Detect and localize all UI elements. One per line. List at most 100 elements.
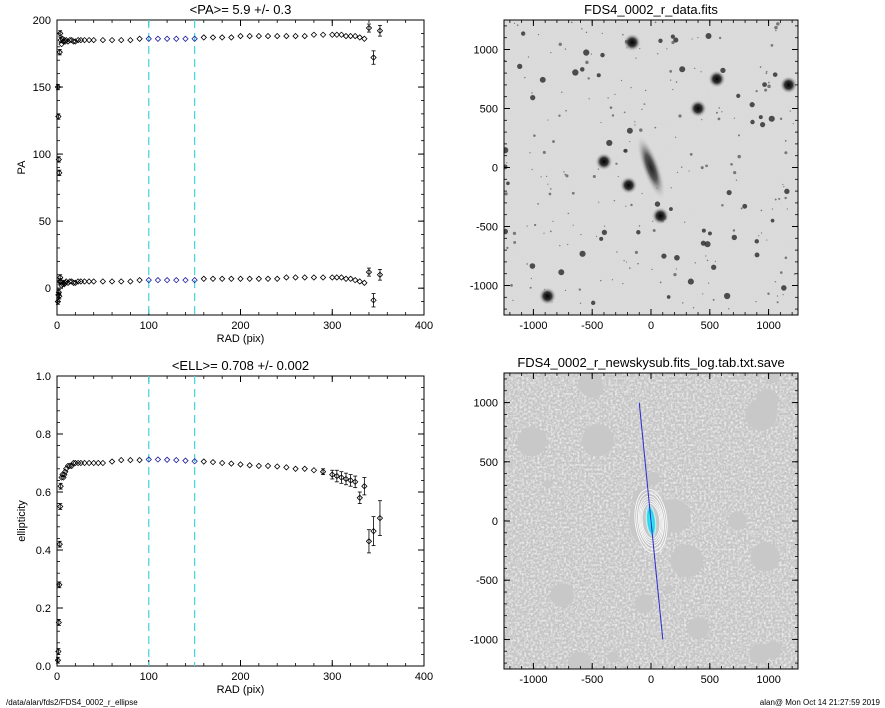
masked-region [745, 398, 777, 431]
bright-star [619, 176, 638, 195]
data-point [246, 275, 253, 282]
data-point [55, 113, 62, 120]
faint-star [599, 236, 604, 241]
data-fits-image-panel: -1000 -500 0 500 1000 -1000 -500 0 500 1000 FDS4_0… [470, 2, 799, 332]
faint-star [784, 196, 787, 200]
data-point [333, 31, 341, 38]
faint-star [607, 97, 609, 99]
data-point [319, 274, 327, 281]
faint-star [567, 212, 569, 215]
faint-star [765, 72, 768, 75]
x-tick-label: 400 [415, 320, 433, 332]
data-point [154, 276, 162, 284]
data-point [237, 275, 244, 282]
faint-star [693, 67, 696, 70]
faint-star [680, 166, 683, 168]
data-point [72, 279, 79, 286]
faint-star [549, 230, 552, 233]
data-point [127, 278, 134, 285]
faint-star [639, 128, 643, 132]
faint-star [609, 106, 613, 109]
faint-star [585, 31, 588, 34]
data-point [70, 38, 77, 45]
faint-star [754, 252, 760, 258]
faint-star [691, 38, 693, 40]
y-tick-label: 0 [492, 163, 498, 175]
masked-region [687, 617, 710, 640]
faint-star [549, 188, 552, 190]
faint-star [754, 239, 759, 244]
bright-star [623, 33, 642, 52]
data-point [370, 297, 377, 304]
faint-star [705, 164, 708, 168]
data-point [301, 274, 308, 281]
faint-star [774, 198, 777, 201]
data-point [255, 275, 263, 282]
faint-star [584, 252, 586, 254]
data-point [58, 40, 65, 48]
faint-star [784, 151, 788, 155]
faint-star [561, 91, 563, 94]
faint-star [558, 269, 565, 276]
faint-star [770, 44, 774, 47]
faint-star [700, 71, 702, 73]
faint-star [520, 31, 526, 36]
faint-star [623, 111, 626, 114]
faint-star [550, 51, 552, 54]
faint-star [634, 124, 636, 126]
chart-title: FDS4_0002_r_data.fits [584, 2, 718, 17]
faint-star [564, 48, 567, 50]
data-point [136, 276, 143, 284]
faint-star [531, 168, 533, 171]
faint-star [530, 94, 536, 101]
faint-star [784, 140, 787, 142]
faint-star [789, 110, 791, 112]
faint-star [539, 76, 546, 83]
faint-star [673, 37, 679, 43]
data-point [99, 459, 107, 467]
faint-star [675, 268, 677, 270]
faint-star [652, 229, 656, 232]
faint-star [564, 289, 567, 292]
bright-star [779, 75, 798, 94]
faint-star [506, 181, 510, 186]
faint-star [674, 254, 680, 261]
y-tick-label: 0 [492, 516, 498, 528]
y-tick-label: 100 [33, 149, 51, 161]
data-point [365, 268, 373, 276]
faint-star [750, 119, 755, 125]
faint-star [718, 36, 722, 40]
faint-star [678, 114, 682, 118]
y-tick-label: 1.0 [36, 371, 51, 383]
masked-region [550, 583, 574, 608]
faint-star [762, 82, 767, 87]
faint-star [635, 57, 637, 59]
faint-star [524, 76, 526, 79]
data-point [200, 34, 207, 41]
y-tick-label: 1000 [474, 398, 498, 410]
faint-star [601, 32, 603, 34]
data-point [182, 457, 189, 464]
data-point [228, 275, 235, 282]
data-point [365, 538, 373, 545]
faint-star [625, 261, 628, 263]
data-point [163, 35, 171, 42]
faint-star [529, 152, 531, 154]
faint-star [552, 140, 555, 143]
faint-star [614, 93, 616, 95]
data-point [274, 275, 281, 282]
faint-star [772, 72, 778, 77]
faint-star [578, 288, 581, 291]
faint-star [606, 139, 613, 147]
faint-star [558, 114, 561, 117]
data-point [333, 274, 341, 281]
faint-star [506, 246, 509, 250]
x-tick-label: 100 [140, 320, 158, 332]
data-point [99, 278, 107, 285]
data-point [338, 474, 345, 481]
faint-star [512, 299, 514, 302]
faint-star [592, 174, 596, 179]
faint-star [760, 232, 763, 234]
y-tick-label: 0 [45, 283, 51, 295]
faint-star [717, 117, 721, 121]
